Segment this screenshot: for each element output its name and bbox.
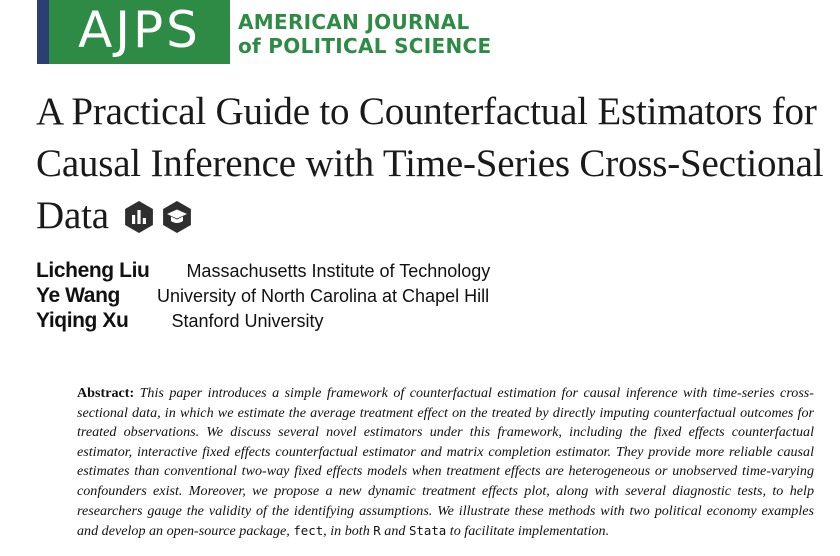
software-name-code: Stata [408, 523, 447, 539]
open-materials-icon[interactable] [160, 200, 194, 234]
journal-logo[interactable]: AJPS [37, 0, 230, 64]
abstract-text: , in both [323, 523, 370, 540]
author-affiliation: University of North Carolina at Chapel H… [156, 286, 490, 306]
abstract-text: to facilitate implementation. [449, 523, 610, 540]
author-affiliation: Massachusetts Institute of Technology [186, 261, 491, 281]
author-list: Licheng Liu Massachusetts Institute of T… [36, 259, 490, 334]
language-name-code: R [373, 523, 381, 539]
author-name[interactable]: Licheng Liu [36, 259, 150, 282]
journal-name-line-1: AMERICAN JOURNAL [238, 10, 470, 34]
author-row: Ye Wang University of North Carolina at … [36, 284, 490, 309]
open-data-icon[interactable] [122, 200, 156, 234]
abstract-text: This paper introduces a simple framework… [77, 385, 814, 540]
author-name[interactable]: Ye Wang [36, 284, 120, 307]
author-row: Licheng Liu Massachusetts Institute of T… [36, 259, 490, 284]
author-name[interactable]: Yiqing Xu [36, 309, 129, 332]
journal-name-line-2: of POLITICAL SCIENCE [238, 34, 492, 58]
abstract-label: Abstract: [77, 385, 135, 401]
logo-box: AJPS [49, 0, 230, 64]
paper-title: A Practical Guide to Counterfactual Esti… [36, 86, 826, 242]
logo-accent-bar [37, 0, 49, 64]
paper-title-text: A Practical Guide to Counterfactual Esti… [36, 90, 824, 237]
author-row: Yiqing Xu Stanford University [36, 309, 490, 334]
author-affiliation: Stanford University [171, 311, 324, 331]
abstract: Abstract: This paper introduces a simple… [77, 384, 814, 542]
package-name-code: fect [293, 523, 324, 539]
journal-header: AJPS AMERICAN JOURNAL of POLITICAL SCIEN… [37, 0, 491, 64]
journal-name: AMERICAN JOURNAL of POLITICAL SCIENCE [238, 0, 491, 64]
abstract-text: and [384, 523, 406, 540]
logo-text: AJPS [78, 1, 201, 59]
